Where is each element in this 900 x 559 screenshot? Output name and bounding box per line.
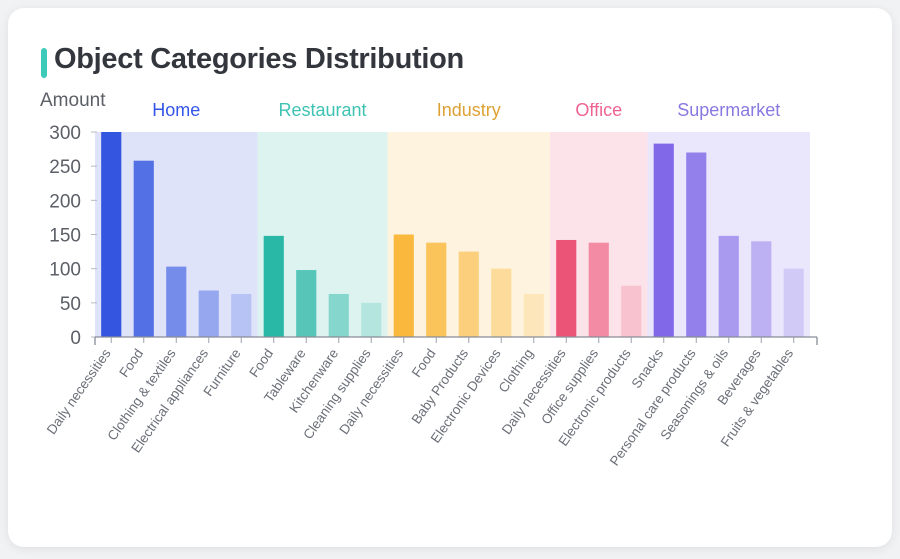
svg-text:0: 0 <box>70 328 81 349</box>
svg-text:Daily necessities: Daily necessities <box>44 346 114 437</box>
svg-text:Food: Food <box>409 346 439 380</box>
svg-text:Office: Office <box>575 103 622 120</box>
svg-text:250: 250 <box>49 157 81 178</box>
svg-text:Food: Food <box>116 346 146 380</box>
svg-text:100: 100 <box>49 260 81 281</box>
svg-text:50: 50 <box>60 294 81 315</box>
svg-text:Restaurant: Restaurant <box>278 103 366 120</box>
svg-text:Supermarket: Supermarket <box>677 103 780 120</box>
svg-text:Industry: Industry <box>437 103 501 120</box>
svg-text:Food: Food <box>246 346 276 380</box>
svg-text:200: 200 <box>49 191 81 212</box>
svg-text:Home: Home <box>152 103 200 120</box>
svg-text:150: 150 <box>49 226 81 247</box>
svg-text:300: 300 <box>49 123 81 144</box>
